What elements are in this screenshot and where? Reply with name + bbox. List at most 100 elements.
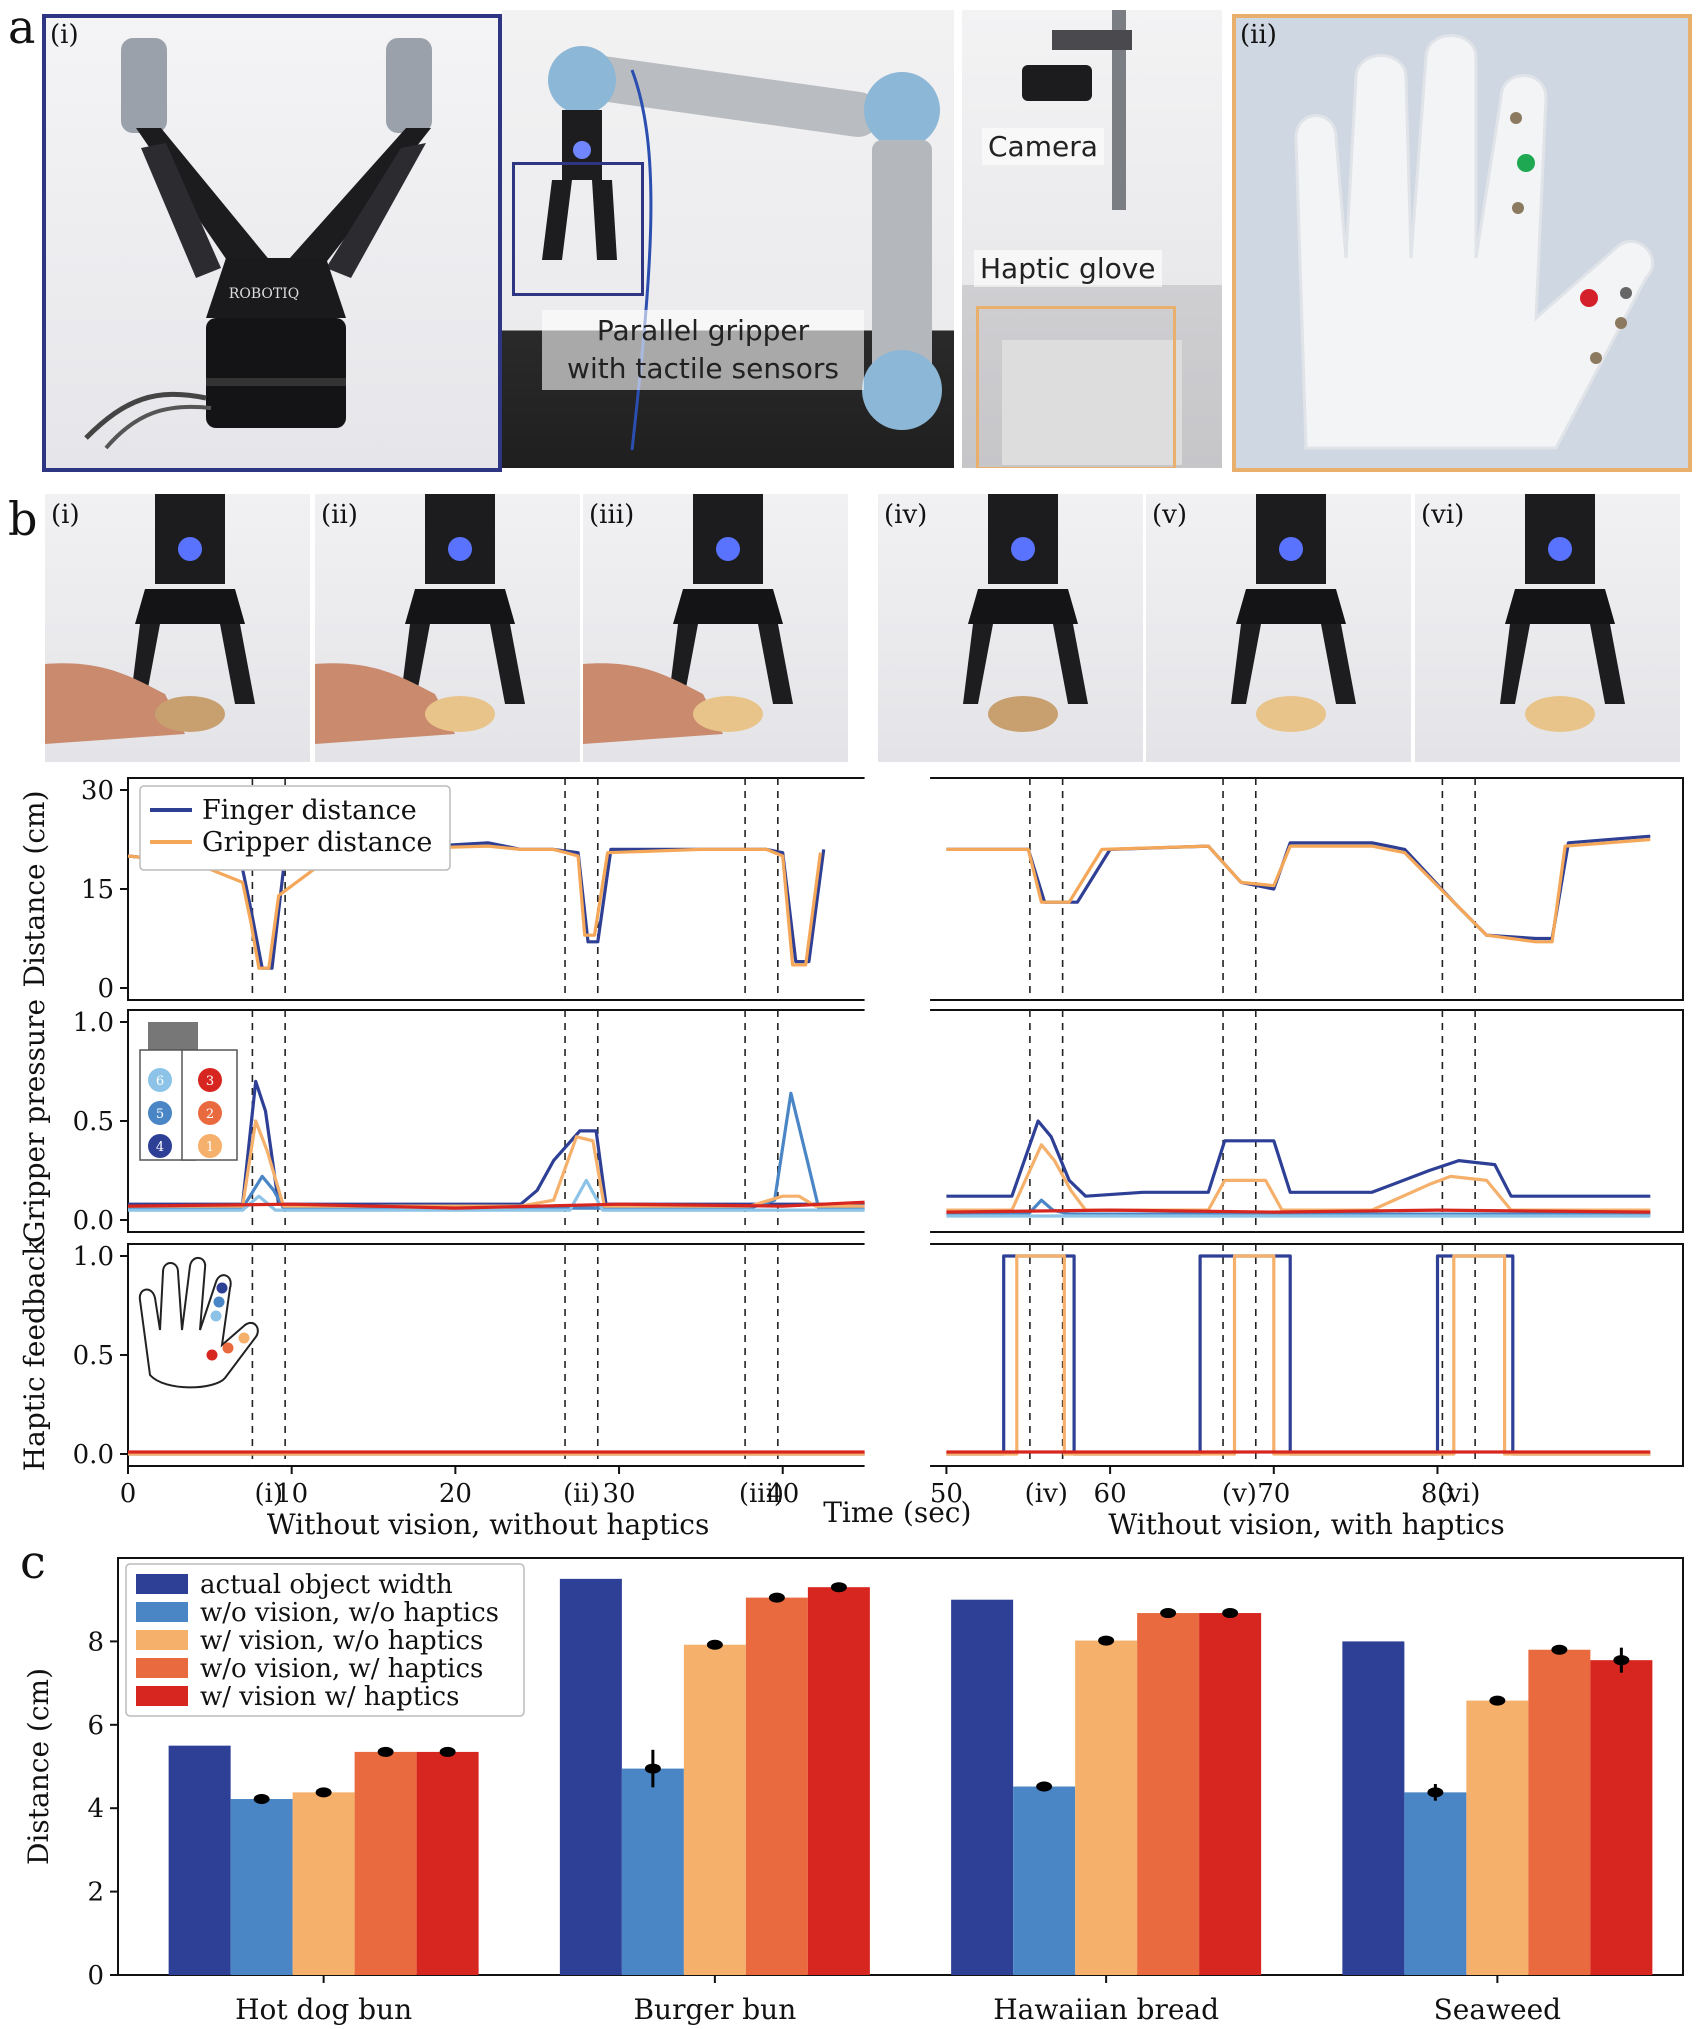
bar-category-label: Hot dog bun xyxy=(235,1993,412,2026)
chart-3-xtick-label: 60 xyxy=(1094,1479,1127,1509)
b-photo-gripper-5 xyxy=(1231,494,1356,732)
bar-3-4 xyxy=(1590,1660,1653,1975)
bar-1-3 xyxy=(745,1597,808,1975)
bar-errorbar-marker xyxy=(439,1746,456,1757)
chart-3-ytick-label: 0.0 xyxy=(73,1440,114,1470)
chart-3-xtick-label: 50 xyxy=(930,1479,963,1509)
inset-sensor-dot xyxy=(198,1101,222,1125)
label-a-ii: (ii) xyxy=(1240,20,1277,50)
robotiq-logo: ROBOTIQ xyxy=(229,286,299,302)
bar-chart-frame xyxy=(117,1557,1684,1976)
bar-errorbar-marker xyxy=(377,1746,394,1757)
inset-hand-sensor-dot xyxy=(206,1349,218,1361)
bar-ytick-label: 4 xyxy=(87,1794,104,1824)
chart-3-xtick-label: 40 xyxy=(766,1479,799,1509)
b-photo-6 xyxy=(1415,494,1680,762)
chart-3-event-label: (vi) xyxy=(1437,1479,1480,1509)
inset-sensor-label: 4 xyxy=(156,1140,164,1155)
chart-3-event-label: (v) xyxy=(1222,1479,1257,1509)
bar-legend-swatch xyxy=(136,1630,188,1650)
label-parallel-gripper: Parallel gripper with tactile sensors xyxy=(542,310,864,390)
chart-1-series-gripper-distance xyxy=(127,844,822,970)
bar-errorbar-marker xyxy=(1489,1695,1506,1706)
inset-hand-sensor-dot xyxy=(210,1310,222,1322)
chart-2-series-3 xyxy=(127,1200,865,1210)
chart-3-xtick-label: 70 xyxy=(1257,1479,1290,1509)
bar-0-3 xyxy=(354,1751,417,1975)
b-photo-label-6: (vi) xyxy=(1421,500,1465,530)
chart-2-series-4 xyxy=(128,1079,865,1206)
bar-0-0 xyxy=(168,1745,231,1975)
bar-3-1 xyxy=(1404,1792,1467,1975)
chart-3-xtick-label: 10 xyxy=(275,1479,308,1509)
chart-3-event-label: (iii) xyxy=(739,1479,784,1509)
chart-1-ytick-label: 0 xyxy=(97,974,114,1004)
chart-2-ytick-label: 1.0 xyxy=(73,1008,114,1038)
chart-3-xtick-label: 30 xyxy=(603,1479,636,1509)
bar-2-3 xyxy=(1137,1613,1200,1975)
gripper-highlight-box xyxy=(512,162,644,296)
label-camera: Camera xyxy=(982,128,1104,165)
chart-3-series-1 xyxy=(946,1254,1651,1456)
chart-1-legend-box xyxy=(139,785,451,871)
chart-1-series-gripper-distance xyxy=(946,837,1651,944)
chart-3-ytick-label: 1.0 xyxy=(73,1242,114,1272)
b-photo-label-3: (iii) xyxy=(589,500,635,530)
inset-sensor-dot xyxy=(198,1134,222,1158)
bar-legend-label: w/o vision, w/o haptics xyxy=(200,1598,499,1628)
label-haptic-glove: Haptic glove xyxy=(974,250,1162,287)
chart-3-xlabel: Time (sec) xyxy=(823,1496,971,1529)
bar-errorbar-marker xyxy=(706,1639,723,1650)
photo-camera-glove: Camera Haptic glove xyxy=(962,10,1222,468)
chart-3-event-label: (i) xyxy=(254,1479,283,1509)
chart-3-xtick-label: 20 xyxy=(439,1479,472,1509)
chart-1-axis-gap xyxy=(864,776,931,1002)
bar-2-0 xyxy=(951,1599,1014,1975)
bar-legend-label: actual object width xyxy=(200,1570,453,1600)
bar-legend-label: w/ vision, w/o haptics xyxy=(200,1626,483,1656)
bar-errorbar-marker xyxy=(315,1787,332,1798)
chart-1-series-finger-distance xyxy=(946,834,1651,941)
bar-category-label: Burger bun xyxy=(633,1993,796,2026)
bar-ytick-label: 2 xyxy=(87,1878,104,1908)
chart-1-legend-label: Finger distance xyxy=(202,795,417,826)
chart-3-axis-gap xyxy=(864,1242,931,1468)
chart-2-series-1 xyxy=(128,1119,865,1208)
inset-sensor-label: 2 xyxy=(206,1107,214,1122)
inset-hand-sensor-dot xyxy=(238,1332,250,1344)
bar-1-2 xyxy=(683,1644,746,1975)
camera-illustration xyxy=(1002,10,1182,465)
chart-3-group-label-right: Without vision, with haptics xyxy=(1108,1508,1504,1541)
chart-3-xtick-label: 0 xyxy=(120,1479,137,1509)
chart-2-axis-gap xyxy=(864,1008,931,1234)
bar-0-1 xyxy=(230,1799,293,1975)
b-photo-5 xyxy=(1146,494,1411,762)
panel-letter-b: b xyxy=(8,492,38,546)
chart-1-legend-label: Gripper distance xyxy=(202,827,432,858)
bar-legend-swatch xyxy=(136,1574,188,1594)
chart-2-series-1 xyxy=(946,1143,1651,1212)
bar-errorbar-marker xyxy=(1098,1635,1115,1646)
bar-errorbar-marker xyxy=(1613,1655,1630,1666)
bar-3-3 xyxy=(1528,1649,1591,1975)
b-photo-2 xyxy=(315,494,580,762)
bar-legend-label: w/ vision w/ haptics xyxy=(200,1682,459,1712)
inset-gripper-head xyxy=(148,1022,198,1050)
bar-errorbar-marker xyxy=(830,1582,847,1593)
bar-2-1 xyxy=(1013,1786,1076,1975)
inset-sensor-dot xyxy=(148,1068,172,1092)
gripper-illustration: ROBOTIQ xyxy=(84,38,432,450)
bar-0-2 xyxy=(292,1792,355,1975)
inset-hand-sensor-dot xyxy=(213,1296,225,1308)
bar-errorbar-marker xyxy=(253,1794,270,1805)
bar-legend-box xyxy=(125,1563,525,1717)
glove-illustration xyxy=(1294,34,1654,450)
chart-2-series-3 xyxy=(946,1208,1651,1214)
bar-2-2 xyxy=(1075,1640,1138,1975)
bar-3-2 xyxy=(1466,1700,1529,1975)
bar-errorbar-marker xyxy=(1036,1781,1053,1792)
bar-ytick-label: 0 xyxy=(87,1961,104,1991)
b-photo-label-5: (v) xyxy=(1152,500,1187,530)
inset-hand-sensor-dot xyxy=(216,1282,228,1294)
